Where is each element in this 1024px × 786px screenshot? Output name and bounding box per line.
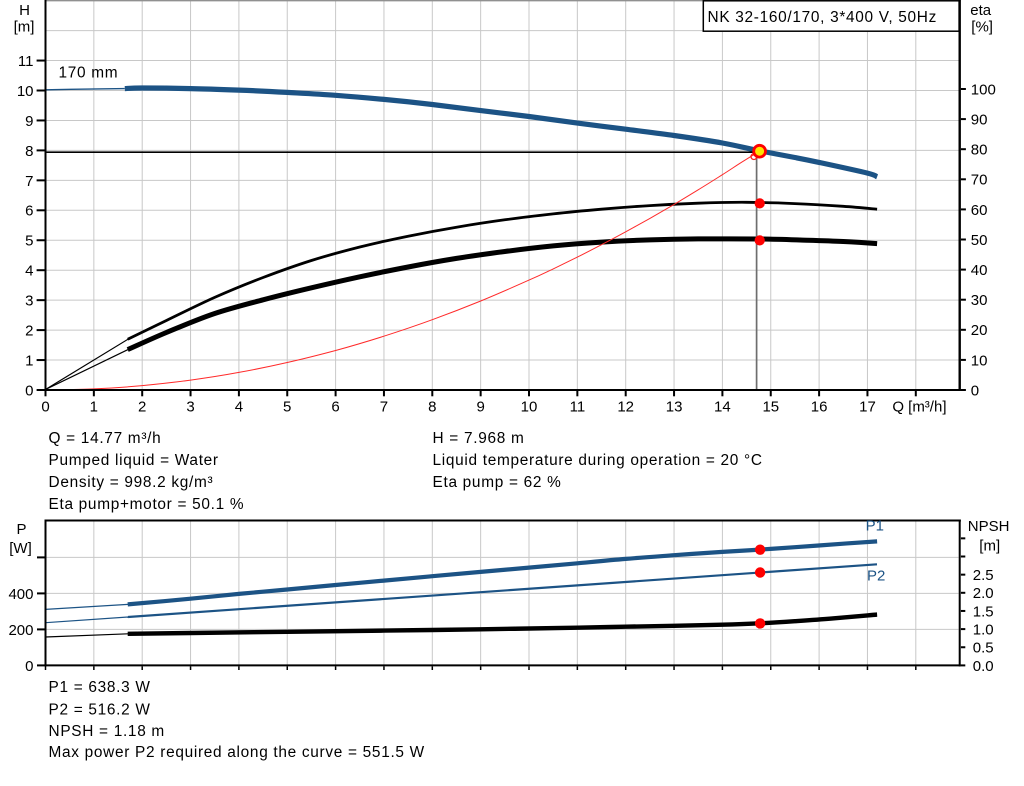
svg-text:13: 13 xyxy=(666,398,683,415)
svg-text:8: 8 xyxy=(25,143,33,160)
svg-text:400: 400 xyxy=(8,586,33,603)
svg-text:0: 0 xyxy=(971,382,979,399)
svg-text:Q = 14.77 m³/h: Q = 14.77 m³/h xyxy=(49,430,162,447)
svg-text:8: 8 xyxy=(428,398,436,415)
svg-text:Max power P2 required along th: Max power P2 required along the curve = … xyxy=(49,744,425,761)
svg-text:1.5: 1.5 xyxy=(973,603,994,620)
svg-text:3: 3 xyxy=(25,293,33,310)
svg-text:30: 30 xyxy=(971,292,988,309)
svg-text:H = 7.968 m: H = 7.968 m xyxy=(433,430,525,447)
svg-text:90: 90 xyxy=(971,112,988,129)
svg-text:14: 14 xyxy=(714,398,731,415)
svg-text:7: 7 xyxy=(25,173,33,190)
svg-text:12: 12 xyxy=(617,398,634,415)
svg-text:NPSH: NPSH xyxy=(968,518,1010,535)
svg-text:9: 9 xyxy=(25,113,33,130)
svg-text:100: 100 xyxy=(971,81,996,98)
svg-text:Density = 998.2 kg/m³: Density = 998.2 kg/m³ xyxy=(49,474,214,491)
svg-text:6: 6 xyxy=(25,203,33,220)
svg-text:0.0: 0.0 xyxy=(973,658,994,675)
svg-text:0.5: 0.5 xyxy=(973,640,994,657)
svg-text:P1: P1 xyxy=(866,518,884,535)
svg-text:11: 11 xyxy=(570,398,586,415)
svg-text:11: 11 xyxy=(18,53,34,70)
svg-text:2.0: 2.0 xyxy=(973,585,994,602)
svg-text:0: 0 xyxy=(25,382,33,399)
svg-text:[m]: [m] xyxy=(979,538,1000,555)
svg-text:40: 40 xyxy=(971,262,988,279)
svg-text:200: 200 xyxy=(8,622,33,639)
svg-text:P: P xyxy=(16,521,26,538)
svg-text:H: H xyxy=(19,2,30,19)
svg-text:Eta pump+motor = 50.1 %: Eta pump+motor = 50.1 % xyxy=(49,496,245,513)
svg-text:5: 5 xyxy=(283,398,291,415)
svg-text:70: 70 xyxy=(971,172,988,189)
svg-text:[%]: [%] xyxy=(971,19,993,36)
svg-text:2: 2 xyxy=(138,398,146,415)
svg-text:NK 32-160/170, 3*400 V, 50Hz: NK 32-160/170, 3*400 V, 50Hz xyxy=(708,9,938,26)
svg-text:[W]: [W] xyxy=(9,540,32,557)
svg-text:10: 10 xyxy=(521,398,538,415)
svg-text:7: 7 xyxy=(380,398,388,415)
svg-text:P1 = 638.3 W: P1 = 638.3 W xyxy=(49,679,151,696)
svg-text:16: 16 xyxy=(811,398,828,415)
svg-text:1: 1 xyxy=(90,398,98,415)
svg-text:80: 80 xyxy=(971,142,988,159)
svg-text:2: 2 xyxy=(25,323,33,340)
svg-text:9: 9 xyxy=(477,398,485,415)
svg-text:20: 20 xyxy=(971,322,988,339)
svg-text:NPSH = 1.18 m: NPSH = 1.18 m xyxy=(49,723,165,740)
svg-text:0: 0 xyxy=(41,398,49,415)
svg-text:5: 5 xyxy=(25,233,33,250)
svg-text:P2: P2 xyxy=(867,567,885,584)
svg-text:4: 4 xyxy=(235,398,243,415)
svg-text:P2 = 516.2 W: P2 = 516.2 W xyxy=(49,702,151,719)
svg-text:[m]: [m] xyxy=(14,19,35,36)
svg-text:Pumped liquid = Water: Pumped liquid = Water xyxy=(49,452,219,469)
svg-text:17: 17 xyxy=(859,398,876,415)
svg-text:50: 50 xyxy=(971,232,988,249)
svg-text:10: 10 xyxy=(971,352,988,369)
svg-text:Eta pump = 62 %: Eta pump = 62 % xyxy=(433,474,562,491)
svg-text:1.0: 1.0 xyxy=(973,622,994,639)
svg-text:Liquid temperature during oper: Liquid temperature during operation = 20… xyxy=(433,452,763,469)
svg-text:2.5: 2.5 xyxy=(973,567,994,584)
svg-text:170 mm: 170 mm xyxy=(59,65,119,82)
svg-text:1: 1 xyxy=(25,352,33,369)
svg-text:15: 15 xyxy=(762,398,779,415)
svg-text:4: 4 xyxy=(25,263,33,280)
svg-text:10: 10 xyxy=(17,83,34,100)
svg-text:3: 3 xyxy=(186,398,194,415)
svg-text:60: 60 xyxy=(971,202,988,219)
svg-text:eta: eta xyxy=(970,2,992,19)
svg-text:6: 6 xyxy=(331,398,339,415)
svg-text:0: 0 xyxy=(25,658,33,675)
svg-text:Q [m³/h]: Q [m³/h] xyxy=(892,398,946,415)
